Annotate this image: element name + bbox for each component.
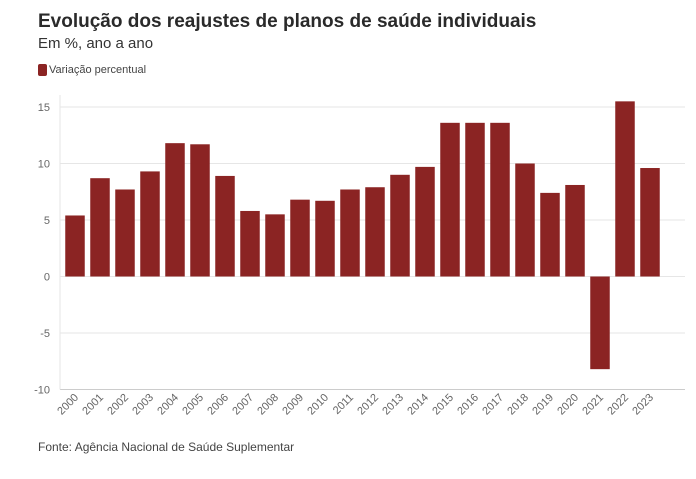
bar[interactable] xyxy=(140,171,160,277)
bar[interactable] xyxy=(65,215,85,277)
y-tick-label: -5 xyxy=(40,328,50,340)
bar[interactable] xyxy=(315,200,335,277)
bar[interactable] xyxy=(340,189,360,277)
bar[interactable] xyxy=(215,175,235,277)
chart-title: Evolução dos reajustes de planos de saúd… xyxy=(38,11,537,32)
bar[interactable] xyxy=(365,187,385,277)
x-tick-label: 2010 xyxy=(305,392,331,418)
x-tick-label: 2008 xyxy=(255,392,281,418)
x-tick-label: 2001 xyxy=(80,392,106,418)
source-note: Fonte: Agência Nacional de Saúde Supleme… xyxy=(38,440,295,454)
x-tick-label: 2019 xyxy=(530,392,556,418)
bar[interactable] xyxy=(240,210,260,277)
x-tick-label: 2020 xyxy=(555,392,581,418)
x-tick-label: 2002 xyxy=(105,392,131,418)
bar[interactable] xyxy=(615,101,635,277)
bar[interactable] xyxy=(490,122,510,277)
bar[interactable] xyxy=(415,166,435,277)
y-tick-label: -10 xyxy=(34,385,50,397)
x-tick-label: 2018 xyxy=(505,392,531,418)
x-tick-label: 2023 xyxy=(630,392,656,418)
x-tick-label: 2022 xyxy=(605,392,631,418)
x-tick-label: 2013 xyxy=(380,392,406,418)
x-tick-label: 2009 xyxy=(280,392,306,418)
x-tick-label: 2014 xyxy=(405,392,431,418)
bar[interactable] xyxy=(515,163,535,277)
bar[interactable] xyxy=(640,168,660,277)
x-tick-label: 2011 xyxy=(331,392,356,417)
bar[interactable] xyxy=(390,174,410,277)
y-tick-label: 0 xyxy=(44,272,50,284)
chart-subtitle: Em %, ano a ano xyxy=(38,35,154,52)
y-tick-label: 10 xyxy=(38,159,50,171)
bar[interactable] xyxy=(440,122,460,277)
x-tick-label: 2007 xyxy=(230,392,256,418)
y-tick-label: 5 xyxy=(44,215,50,227)
x-tick-label: 2012 xyxy=(355,392,381,418)
bar[interactable] xyxy=(115,189,135,277)
bar[interactable] xyxy=(265,214,285,277)
bar[interactable] xyxy=(90,178,110,277)
x-tick-label: 2015 xyxy=(430,392,456,418)
legend-swatch xyxy=(38,64,47,76)
x-tick-label: 2006 xyxy=(205,392,231,418)
x-tick-label: 2004 xyxy=(155,392,181,418)
legend[interactable]: Variação percentual xyxy=(38,64,146,76)
x-tick-label: 2021 xyxy=(580,392,606,418)
x-tick-label: 2016 xyxy=(455,392,481,418)
y-tick-label: 15 xyxy=(38,102,50,114)
bar[interactable] xyxy=(190,144,210,277)
x-tick-label: 2003 xyxy=(130,392,156,418)
bar[interactable] xyxy=(540,192,560,277)
x-tick-label: 2017 xyxy=(480,392,506,418)
bar[interactable] xyxy=(565,184,585,277)
x-tick-label: 2005 xyxy=(180,392,206,418)
bar[interactable] xyxy=(465,122,485,277)
legend-label: Variação percentual xyxy=(49,64,147,76)
bar[interactable] xyxy=(165,143,185,277)
x-tick-label: 2000 xyxy=(55,392,81,418)
bar[interactable] xyxy=(590,276,610,370)
bar[interactable] xyxy=(290,199,310,277)
